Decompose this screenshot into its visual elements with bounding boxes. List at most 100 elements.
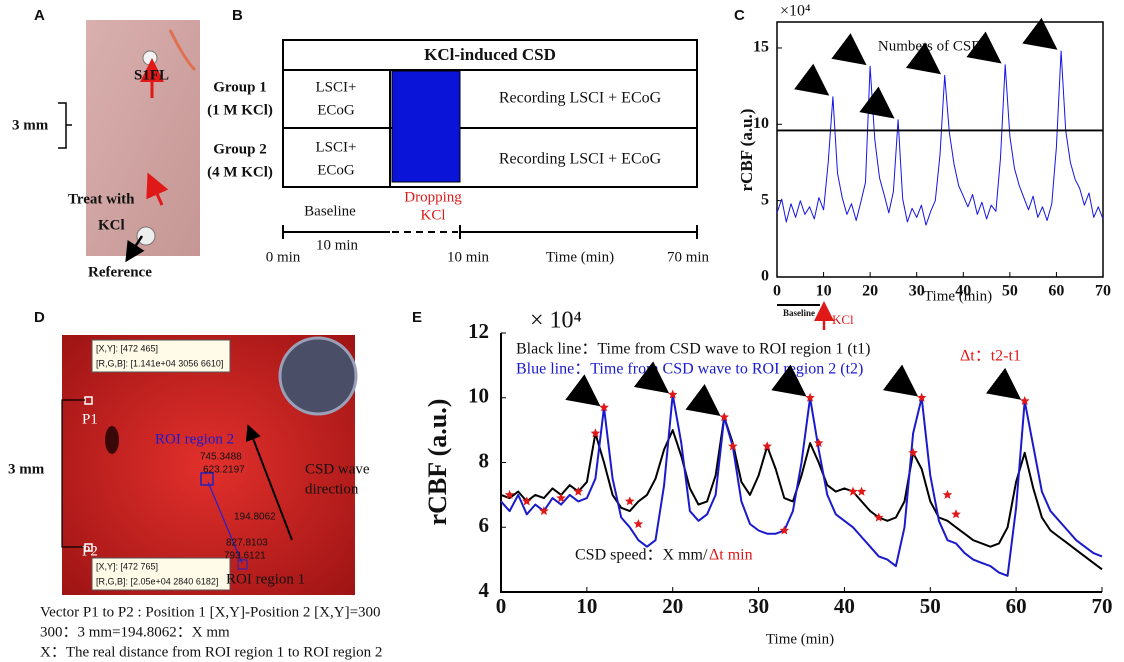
y-tick-label: 10	[468, 384, 489, 408]
marker	[539, 506, 549, 516]
tooltip-text: [X,Y]: [472 765]	[96, 561, 158, 571]
x-tick-label: 40	[955, 283, 971, 300]
timeline	[282, 225, 698, 239]
label: 745.3488	[200, 452, 242, 463]
arrow	[146, 172, 169, 206]
label: KCl	[832, 312, 854, 327]
x-tick-label: 30	[748, 594, 769, 618]
tooltip-text: [R,G,B]: [2.05e+04 2840 6182]	[96, 576, 218, 586]
annotation: Δt min	[709, 547, 753, 564]
marker	[599, 402, 609, 412]
label: 827.8103	[226, 538, 268, 549]
peak-arrow	[831, 33, 867, 66]
arrow	[245, 424, 293, 541]
y-tick-label: 6	[479, 513, 490, 537]
peak-arrow	[1022, 17, 1058, 50]
marker	[874, 512, 884, 522]
x-tick-label: 0	[773, 283, 781, 300]
label: KCl	[420, 207, 445, 223]
label: 70 min	[667, 249, 710, 265]
cell: LSCI+	[316, 79, 357, 95]
cell: LSCI+	[316, 139, 357, 155]
group: (4 M KCl)	[207, 164, 273, 180]
peak-arrow	[633, 361, 670, 394]
panel-d: D [X,Y]: [472 465] [R,G,B]: [1.141e+04 3…	[8, 309, 382, 660]
marker	[522, 496, 532, 506]
x-tick-label: 0	[496, 594, 507, 618]
scale-bracket	[58, 102, 72, 149]
marker	[856, 486, 867, 496]
tooltip-text: [R,G,B]: [1.141e+04 3056 6610]	[96, 358, 223, 368]
line	[500, 416, 1103, 571]
marker	[908, 447, 918, 457]
peak-arrow	[565, 374, 601, 407]
peak-arrow	[882, 364, 919, 397]
label: Time (min)	[546, 249, 614, 265]
group: (1 M KCl)	[207, 102, 273, 118]
label: ROI region 1	[226, 571, 305, 587]
label: Baseline	[783, 308, 815, 318]
label: 3 mm	[8, 461, 45, 477]
x-tick-label: 10	[576, 594, 597, 618]
panel-label: D	[34, 309, 45, 326]
cell: Recording LSCI + ECoG	[499, 151, 662, 168]
label: ROI region 2	[155, 431, 234, 447]
caption: Vector P1 to P2 : Position 1 [X,Y]-Posit…	[40, 604, 381, 620]
peak-arrow	[771, 364, 807, 397]
x-tick-label: 20	[662, 594, 683, 618]
marker	[942, 489, 953, 499]
label: Baseline	[304, 203, 356, 219]
marker	[951, 509, 961, 519]
spot	[105, 426, 119, 454]
cell: ECoG	[317, 162, 355, 178]
marker	[779, 525, 790, 535]
marker	[1020, 396, 1030, 405]
marker	[848, 486, 858, 496]
x-tick-label: 70	[1092, 594, 1113, 618]
marker	[668, 389, 678, 399]
y-tick-label: 4	[479, 578, 490, 602]
line	[776, 50, 1104, 226]
panel-c: C ×10⁴ rCBF (a.u.) Time (min) Numbers of…	[734, 3, 992, 330]
label: 623.2197	[203, 465, 245, 476]
marker	[728, 441, 738, 451]
x-label: Time (min)	[766, 631, 834, 647]
tooltip	[91, 557, 231, 591]
electrode	[142, 50, 158, 66]
y-tick-label: 12	[468, 319, 489, 343]
peak-arrow	[985, 367, 1022, 400]
label: direction	[305, 481, 359, 497]
marker	[719, 412, 729, 422]
peak-arrow	[859, 86, 895, 119]
x-tick-label: 30	[909, 283, 925, 300]
arrow	[125, 235, 145, 263]
panel-label: A	[34, 7, 45, 24]
label: CSD wave	[305, 461, 370, 477]
multiplier: × 10⁴	[530, 308, 582, 334]
header: KCl-induced CSD	[424, 45, 556, 64]
panel-label: C	[734, 7, 745, 24]
label: 10 min	[447, 249, 490, 265]
label: Treat with	[68, 191, 135, 207]
label: 3 mm	[12, 117, 49, 133]
annotation: Δt：t2-t1	[960, 348, 1021, 365]
tooltip-text: [X,Y]: [472 465]	[96, 343, 158, 353]
peak-arrow	[685, 383, 721, 416]
x-tick-label: 60	[1048, 283, 1064, 300]
vector	[207, 481, 243, 564]
cell: Recording LSCI + ECoG	[499, 90, 662, 107]
label: 793.6121	[224, 551, 266, 562]
annotation: Numbers of CSD	[878, 38, 982, 54]
y-label: rCBF (a.u.)	[423, 399, 452, 526]
box	[282, 39, 698, 188]
y-tick-label: 10	[753, 115, 769, 132]
label: S1FL	[134, 67, 169, 83]
panel-label: B	[232, 7, 243, 24]
x-tick-label: 60	[1006, 594, 1027, 618]
label: P1	[82, 411, 98, 427]
x-tick-label: 40	[834, 594, 855, 618]
x-tick-label: 20	[862, 283, 878, 300]
annotation: CSD speed：X mm/	[575, 547, 708, 564]
annotation: Black line：Time from CSD wave to ROI reg…	[516, 341, 870, 358]
